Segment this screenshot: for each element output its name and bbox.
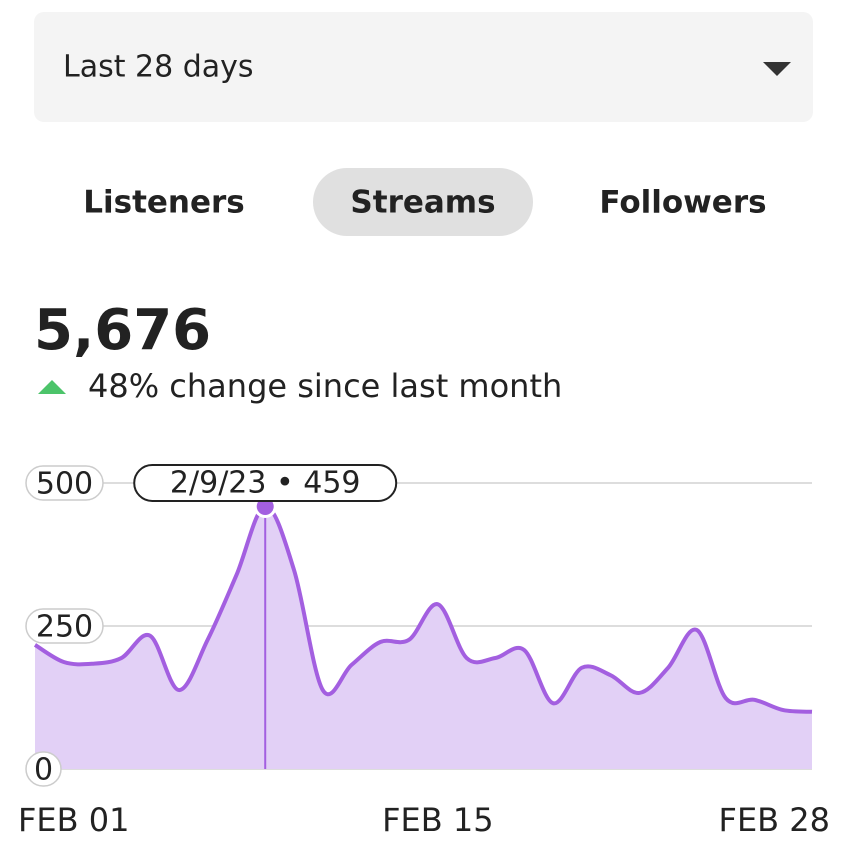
tab[interactable]: Listeners — [83, 185, 245, 221]
dropdown-label[interactable]: Last 28 days — [63, 50, 254, 85]
dropdown-box[interactable] — [34, 12, 813, 122]
dropdown[interactable]: Last 28 days — [34, 12, 813, 122]
total: 5,676 — [34, 298, 211, 363]
y-tick-pill — [25, 465, 104, 501]
up-arrow — [38, 380, 66, 394]
y-tick-label: 0 — [34, 753, 53, 788]
y-tick-label: 250 — [36, 610, 93, 645]
dropdown-caret[interactable] — [763, 62, 791, 76]
y-tick-label: 500 — [36, 467, 93, 502]
tabs: Listeners Streams Followers — [83, 168, 767, 236]
x-tick-label: FEB 28 — [719, 801, 830, 839]
x-tick-label: FEB 01 — [18, 801, 129, 839]
tooltip: 2/9/23 • 459 — [170, 466, 361, 501]
chart: 0 250 500 FEB 01 FEB 15 FEB 28 2/9/23 • 459 — [18, 464, 830, 839]
tab-active-bg[interactable] — [313, 168, 533, 236]
tooltip-pill — [133, 464, 398, 502]
tab[interactable]: Streams — [350, 185, 495, 221]
change-text: 48% change since last month — [88, 367, 562, 405]
tab[interactable]: Followers — [599, 185, 766, 221]
area-fill — [35, 506, 812, 769]
y-tick-pill — [25, 608, 104, 644]
line — [33, 504, 813, 714]
y-tick-pill — [25, 751, 62, 787]
x-tick-label: FEB 15 — [382, 801, 493, 839]
